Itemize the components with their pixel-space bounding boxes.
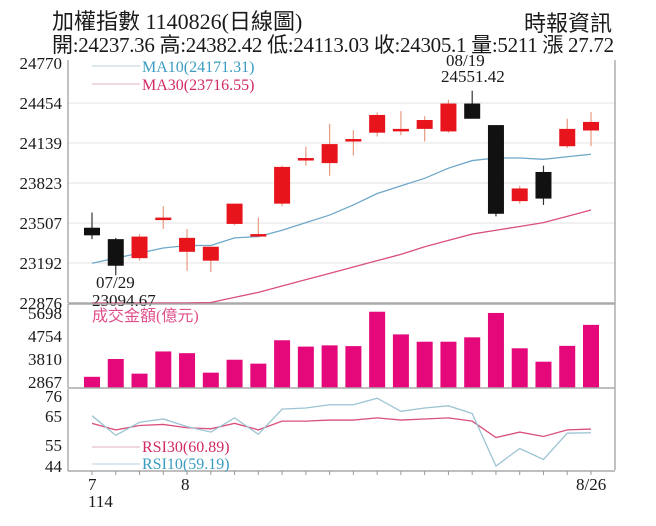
candle	[583, 112, 599, 147]
volume-bar	[297, 346, 314, 388]
candle	[392, 111, 409, 136]
candle	[274, 165, 291, 207]
price-tick-label: 24770	[20, 54, 63, 73]
volume-bar	[155, 351, 172, 388]
volume-bar	[487, 312, 504, 388]
rsi30-legend: RSI30(60.89)	[142, 439, 230, 456]
rsi-tick-label: 44	[45, 457, 63, 476]
candle	[464, 90, 481, 119]
ma30-legend: MA30(23716.55)	[142, 77, 254, 94]
low-value-label: 23094.67	[92, 291, 156, 310]
candle	[297, 146, 314, 166]
volume-bar	[202, 372, 219, 388]
ma30-line	[92, 209, 592, 304]
x-label-year: 114	[88, 492, 113, 511]
candle	[535, 165, 552, 205]
rsi-lines	[91, 397, 592, 467]
volume-bar	[84, 376, 100, 388]
ma10-legend: MA10(24171.31)	[142, 59, 254, 76]
low-date-label: 07/29	[96, 273, 135, 292]
high-date-label: 08/19	[446, 51, 485, 70]
high-value-label: 24551.42	[441, 67, 505, 86]
volume-bar	[583, 324, 599, 388]
candle	[131, 234, 148, 261]
candle	[84, 212, 100, 240]
ma10-line	[91, 153, 592, 264]
volume-tick-label: 3810	[28, 350, 62, 369]
price-tick-label: 24454	[20, 94, 63, 113]
volume-bar	[274, 340, 291, 388]
volume-bar	[440, 341, 457, 388]
volume-bars	[84, 311, 599, 388]
rsi10-legend: RSI10(59.19)	[142, 456, 230, 473]
volume-bar	[369, 311, 386, 388]
price-tick-label: 23192	[20, 254, 63, 273]
volume-tick-label: 2867	[28, 373, 63, 392]
volume-bar	[535, 361, 552, 388]
x-axis-ticks	[91, 471, 592, 475]
volume-bar	[321, 345, 338, 388]
volume-bar	[107, 359, 124, 388]
volume-bar	[464, 337, 481, 388]
volume-bar	[250, 363, 267, 388]
candle	[321, 123, 338, 176]
candle	[487, 125, 504, 217]
volume-bar	[559, 345, 576, 388]
volume-legend: 成交金額(億元)	[92, 307, 199, 325]
candle	[250, 217, 267, 237]
candle	[369, 112, 386, 137]
volume-tick-label: 4754	[28, 327, 63, 346]
candle	[345, 130, 362, 156]
rsi10-line	[91, 397, 592, 467]
price-y-axis: 24770 24454 24139 23823 23507 23192 22876	[20, 54, 63, 313]
rsi-tick-label: 65	[45, 407, 62, 426]
candle	[440, 99, 457, 133]
candle	[107, 237, 124, 276]
volume-bar	[416, 341, 433, 388]
x-label-august: 8	[181, 475, 190, 494]
source-label: 時報資訊	[523, 11, 612, 36]
volume-bar	[226, 359, 243, 388]
volume-tick-label: 5698	[28, 304, 62, 323]
candlesticks	[84, 90, 599, 276]
price-grid	[68, 102, 615, 264]
candle	[179, 228, 196, 271]
candle	[202, 246, 219, 273]
chart-title: 加權指數 1140826(日線圖)	[52, 9, 303, 34]
price-tick-label: 23507	[20, 214, 63, 233]
price-tick-label: 22876	[20, 294, 63, 313]
price-tick-label: 24139	[20, 134, 63, 153]
candle	[226, 203, 243, 226]
ohlc-summary: 開:24237.36 高:24382.42 低:24113.03 收:24305…	[52, 33, 614, 57]
x-label-end-date: 8/26	[576, 475, 606, 494]
moving-average-lines	[91, 153, 592, 304]
candle	[559, 118, 576, 148]
volume-bar	[511, 348, 528, 388]
candle	[155, 206, 172, 229]
volume-y-axis: 5698 4754 3810 2867	[28, 304, 63, 392]
x-label-july: 7	[88, 475, 97, 494]
rsi-tick-label: 55	[45, 436, 62, 455]
volume-bar	[392, 334, 409, 388]
volume-bar	[179, 353, 196, 388]
candle	[416, 116, 433, 142]
rsi30-line	[91, 417, 592, 439]
price-tick-label: 23823	[20, 174, 63, 193]
rsi-tick-label: 76	[45, 387, 62, 406]
volume-bar	[345, 346, 362, 388]
volume-bar	[131, 373, 148, 388]
candle	[511, 185, 528, 204]
